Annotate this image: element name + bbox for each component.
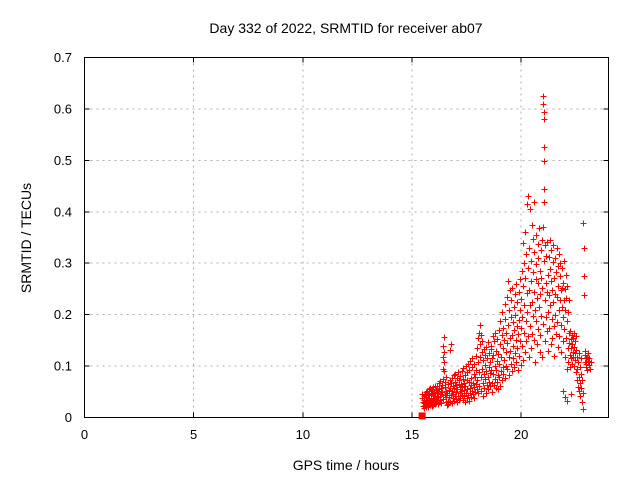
x-tick-label: 15 (405, 427, 419, 442)
x-axis-label: GPS time / hours (293, 457, 400, 473)
x-tick-label: 10 (296, 427, 310, 442)
y-tick-label: 0.4 (54, 204, 72, 219)
chart-title: Day 332 of 2022, SRMTID for receiver ab0… (209, 20, 482, 36)
x-tick-label: 20 (514, 427, 528, 442)
y-tick-label: 0.2 (54, 307, 72, 322)
x-tick-label: 5 (190, 427, 197, 442)
y-tick-label: 0.3 (54, 256, 72, 271)
y-tick-label: 0.5 (54, 153, 72, 168)
y-tick-label: 0.7 (54, 50, 72, 65)
axis-ticks (84, 57, 609, 418)
scatter-plus-markers (419, 93, 595, 413)
y-tick-label: 0 (65, 410, 72, 425)
scatter-points (418, 93, 595, 420)
grid-lines (84, 57, 609, 418)
y-tick-label: 0.1 (54, 359, 72, 374)
start-marker (418, 412, 426, 420)
y-tick-label: 0.6 (54, 101, 72, 116)
y-axis-label: SRMTID / TECUs (18, 183, 34, 293)
tick-labels: 0 5 10 15 20 0 0.1 0.2 0.3 0.4 0.5 0.6 0.7 (54, 50, 528, 442)
plot-border (84, 57, 609, 418)
x-tick-label: 0 (81, 427, 88, 442)
